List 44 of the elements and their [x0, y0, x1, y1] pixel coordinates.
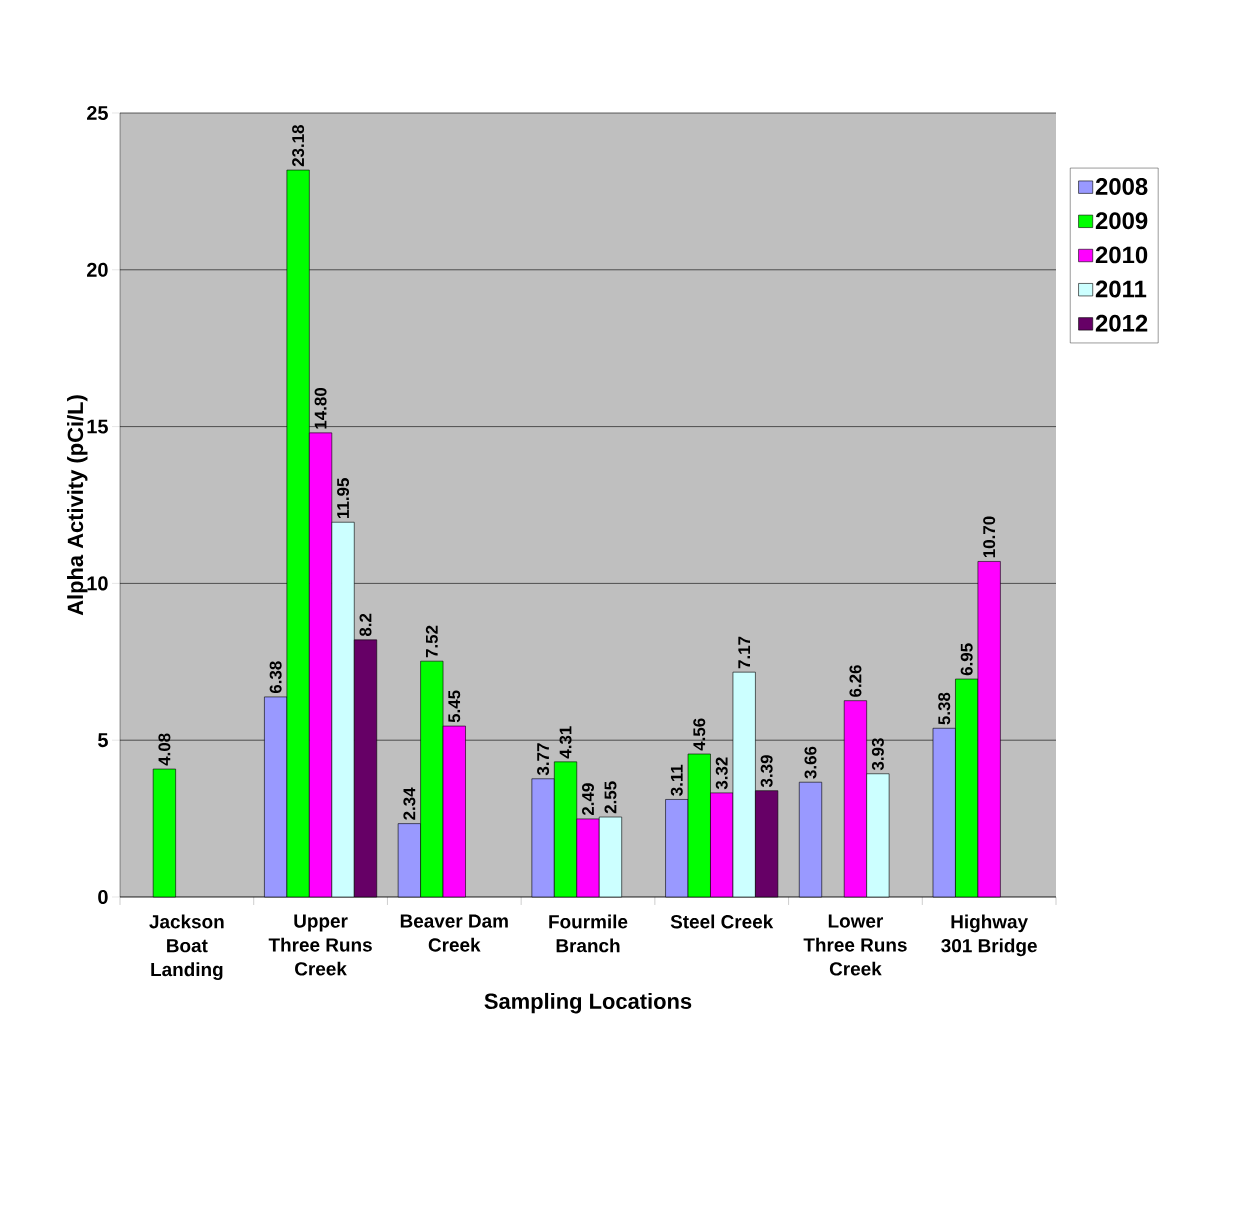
y-tick-label: 10: [87, 576, 108, 591]
data-label: 5.38: [938, 692, 951, 725]
data-label: 3.39: [760, 755, 773, 788]
data-label: 7.17: [738, 636, 751, 669]
legend-label: 2008: [1095, 178, 1148, 195]
legend-label: 2009: [1095, 212, 1148, 230]
data-label: 3.66: [804, 746, 817, 779]
x-axis-title: Sampling Locations: [484, 992, 692, 1014]
data-label: 3.32: [715, 757, 728, 790]
data-label: 3.77: [537, 743, 550, 776]
x-tick-label: Steel Creek: [670, 914, 774, 929]
data-label: 4.08: [158, 733, 171, 766]
legend-label: 2011: [1095, 280, 1147, 298]
data-label: 6.26: [849, 665, 862, 697]
data-label: 11.95: [337, 478, 350, 518]
y-tick-label: 25: [87, 105, 108, 121]
data-label: 2.55: [604, 781, 617, 814]
data-label: 3.11: [670, 764, 683, 796]
data-label: 7.52: [425, 625, 438, 658]
data-label: 2.49: [582, 783, 595, 816]
data-label: 23.18: [292, 125, 305, 167]
data-label: 4.31: [559, 726, 572, 759]
data-label: 8.2: [359, 613, 372, 637]
y-tick-label: 0: [98, 889, 108, 905]
data-label: 2.34: [403, 787, 416, 820]
data-label: 4.56: [693, 718, 706, 751]
y-axis-title: Alpha Activity (pCi/L): [67, 395, 88, 616]
x-tick-label: Fourmile Branch: [549, 914, 628, 953]
x-tick-label: Beaver Dam Creek: [400, 914, 508, 952]
data-label: 3.93: [871, 738, 884, 771]
y-tick-label: 20: [87, 262, 108, 277]
data-label: 6.95: [960, 643, 973, 676]
x-tick-label: Upper Three Runs Creek: [268, 914, 372, 976]
data-label: 10.70: [983, 516, 996, 558]
legend-label: 2010: [1095, 246, 1148, 264]
x-tick-label: Highway 301 Bridge: [941, 914, 1037, 957]
x-tick-label: Lower Three Runs Creek: [803, 914, 907, 976]
y-tick-label: 5: [98, 733, 108, 748]
data-label: 6.38: [269, 661, 282, 694]
legend-label: 2012: [1095, 314, 1148, 332]
data-label: 14.80: [314, 387, 327, 429]
y-tick-label: 15: [87, 419, 108, 434]
data-label: 5.45: [448, 690, 461, 723]
x-tick-label: Jackson Boat Landing: [149, 914, 224, 981]
